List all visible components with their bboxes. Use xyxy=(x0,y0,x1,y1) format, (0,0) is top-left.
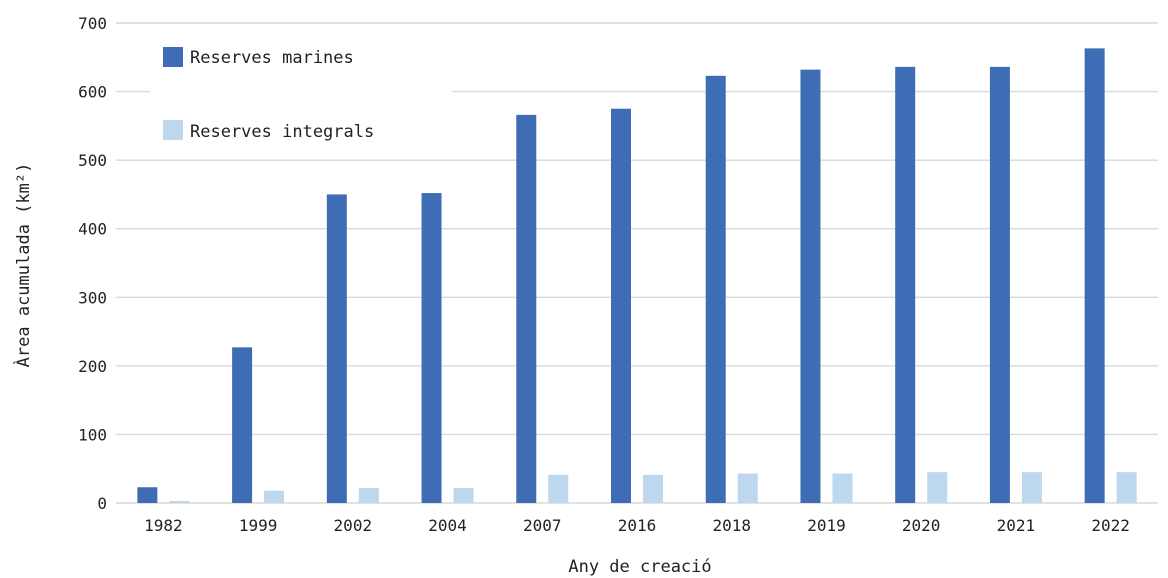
bar-reserves-marines-1982 xyxy=(137,487,158,503)
bar-reserves-marines-2022 xyxy=(1084,48,1105,503)
y-tick-label: 300 xyxy=(78,288,107,307)
y-tick-label: 200 xyxy=(78,357,107,376)
x-tick-label: 1982 xyxy=(144,516,183,535)
bar-reserves-integrals-2007 xyxy=(548,474,569,503)
legend-background xyxy=(150,33,452,158)
bars xyxy=(137,48,1137,504)
bar-reserves-marines-2016 xyxy=(611,108,631,503)
bar-reserves-integrals-2021 xyxy=(1021,472,1042,503)
y-tick-label: 400 xyxy=(78,220,107,239)
legend-swatch-reserves-marines xyxy=(163,47,183,67)
bar-reserves-integrals-1982 xyxy=(169,500,190,503)
x-tick-label: 2021 xyxy=(997,516,1036,535)
legend-label-reserves-marines: Reserves marines xyxy=(190,48,354,68)
bar-reserves-integrals-2019 xyxy=(832,473,853,503)
legend: Reserves marines Reserves integrals xyxy=(163,47,374,142)
bar-reserves-integrals-2004 xyxy=(453,487,474,503)
y-tick-label: 700 xyxy=(78,14,107,33)
bar-reserves-marines-2018 xyxy=(705,75,726,504)
x-axis-ticks: 1982 1999 2002 2004 2007 2016 2018 2019 2020 2021… xyxy=(144,516,1130,535)
y-tick-label: 500 xyxy=(78,151,107,170)
x-tick-label: 2020 xyxy=(902,516,941,535)
y-axis-title: Àrea acumulada (km²) xyxy=(12,163,34,368)
x-tick-label: 2007 xyxy=(523,516,562,535)
bar-reserves-marines-2002 xyxy=(326,194,347,503)
y-tick-label: 100 xyxy=(78,425,107,444)
bar-reserves-integrals-2016 xyxy=(643,474,663,503)
bar-reserves-marines-2004 xyxy=(421,193,442,504)
y-tick-label: 0 xyxy=(97,494,107,513)
bar-reserves-integrals-2018 xyxy=(737,473,758,503)
bar-reserves-marines-2019 xyxy=(800,69,821,503)
y-tick-label: 600 xyxy=(78,83,107,102)
x-tick-label: 2019 xyxy=(807,516,846,535)
legend-swatch-reserves-integrals xyxy=(163,120,183,140)
bar-reserves-marines-2020 xyxy=(895,66,916,503)
y-axis-ticks: 0 100 200 300 400 500 600 700 xyxy=(78,14,107,513)
x-tick-label: 1999 xyxy=(239,516,278,535)
bar-reserves-marines-1999 xyxy=(232,347,253,503)
bar-reserves-integrals-2020 xyxy=(927,472,948,503)
bar-reserves-marines-2007 xyxy=(516,114,537,503)
x-tick-label: 2004 xyxy=(428,516,467,535)
x-tick-label: 2018 xyxy=(712,516,751,535)
bar-reserves-integrals-1999 xyxy=(264,490,285,503)
x-tick-label: 2002 xyxy=(334,516,373,535)
x-axis-title: Any de creació xyxy=(568,557,711,577)
bar-reserves-integrals-2022 xyxy=(1116,472,1137,503)
bar-reserves-integrals-2002 xyxy=(358,487,379,503)
bar-reserves-marines-2021 xyxy=(989,66,1010,503)
x-tick-label: 2016 xyxy=(618,516,657,535)
x-tick-label: 2022 xyxy=(1091,516,1130,535)
legend-label-reserves-integrals: Reserves integrals xyxy=(190,122,374,142)
